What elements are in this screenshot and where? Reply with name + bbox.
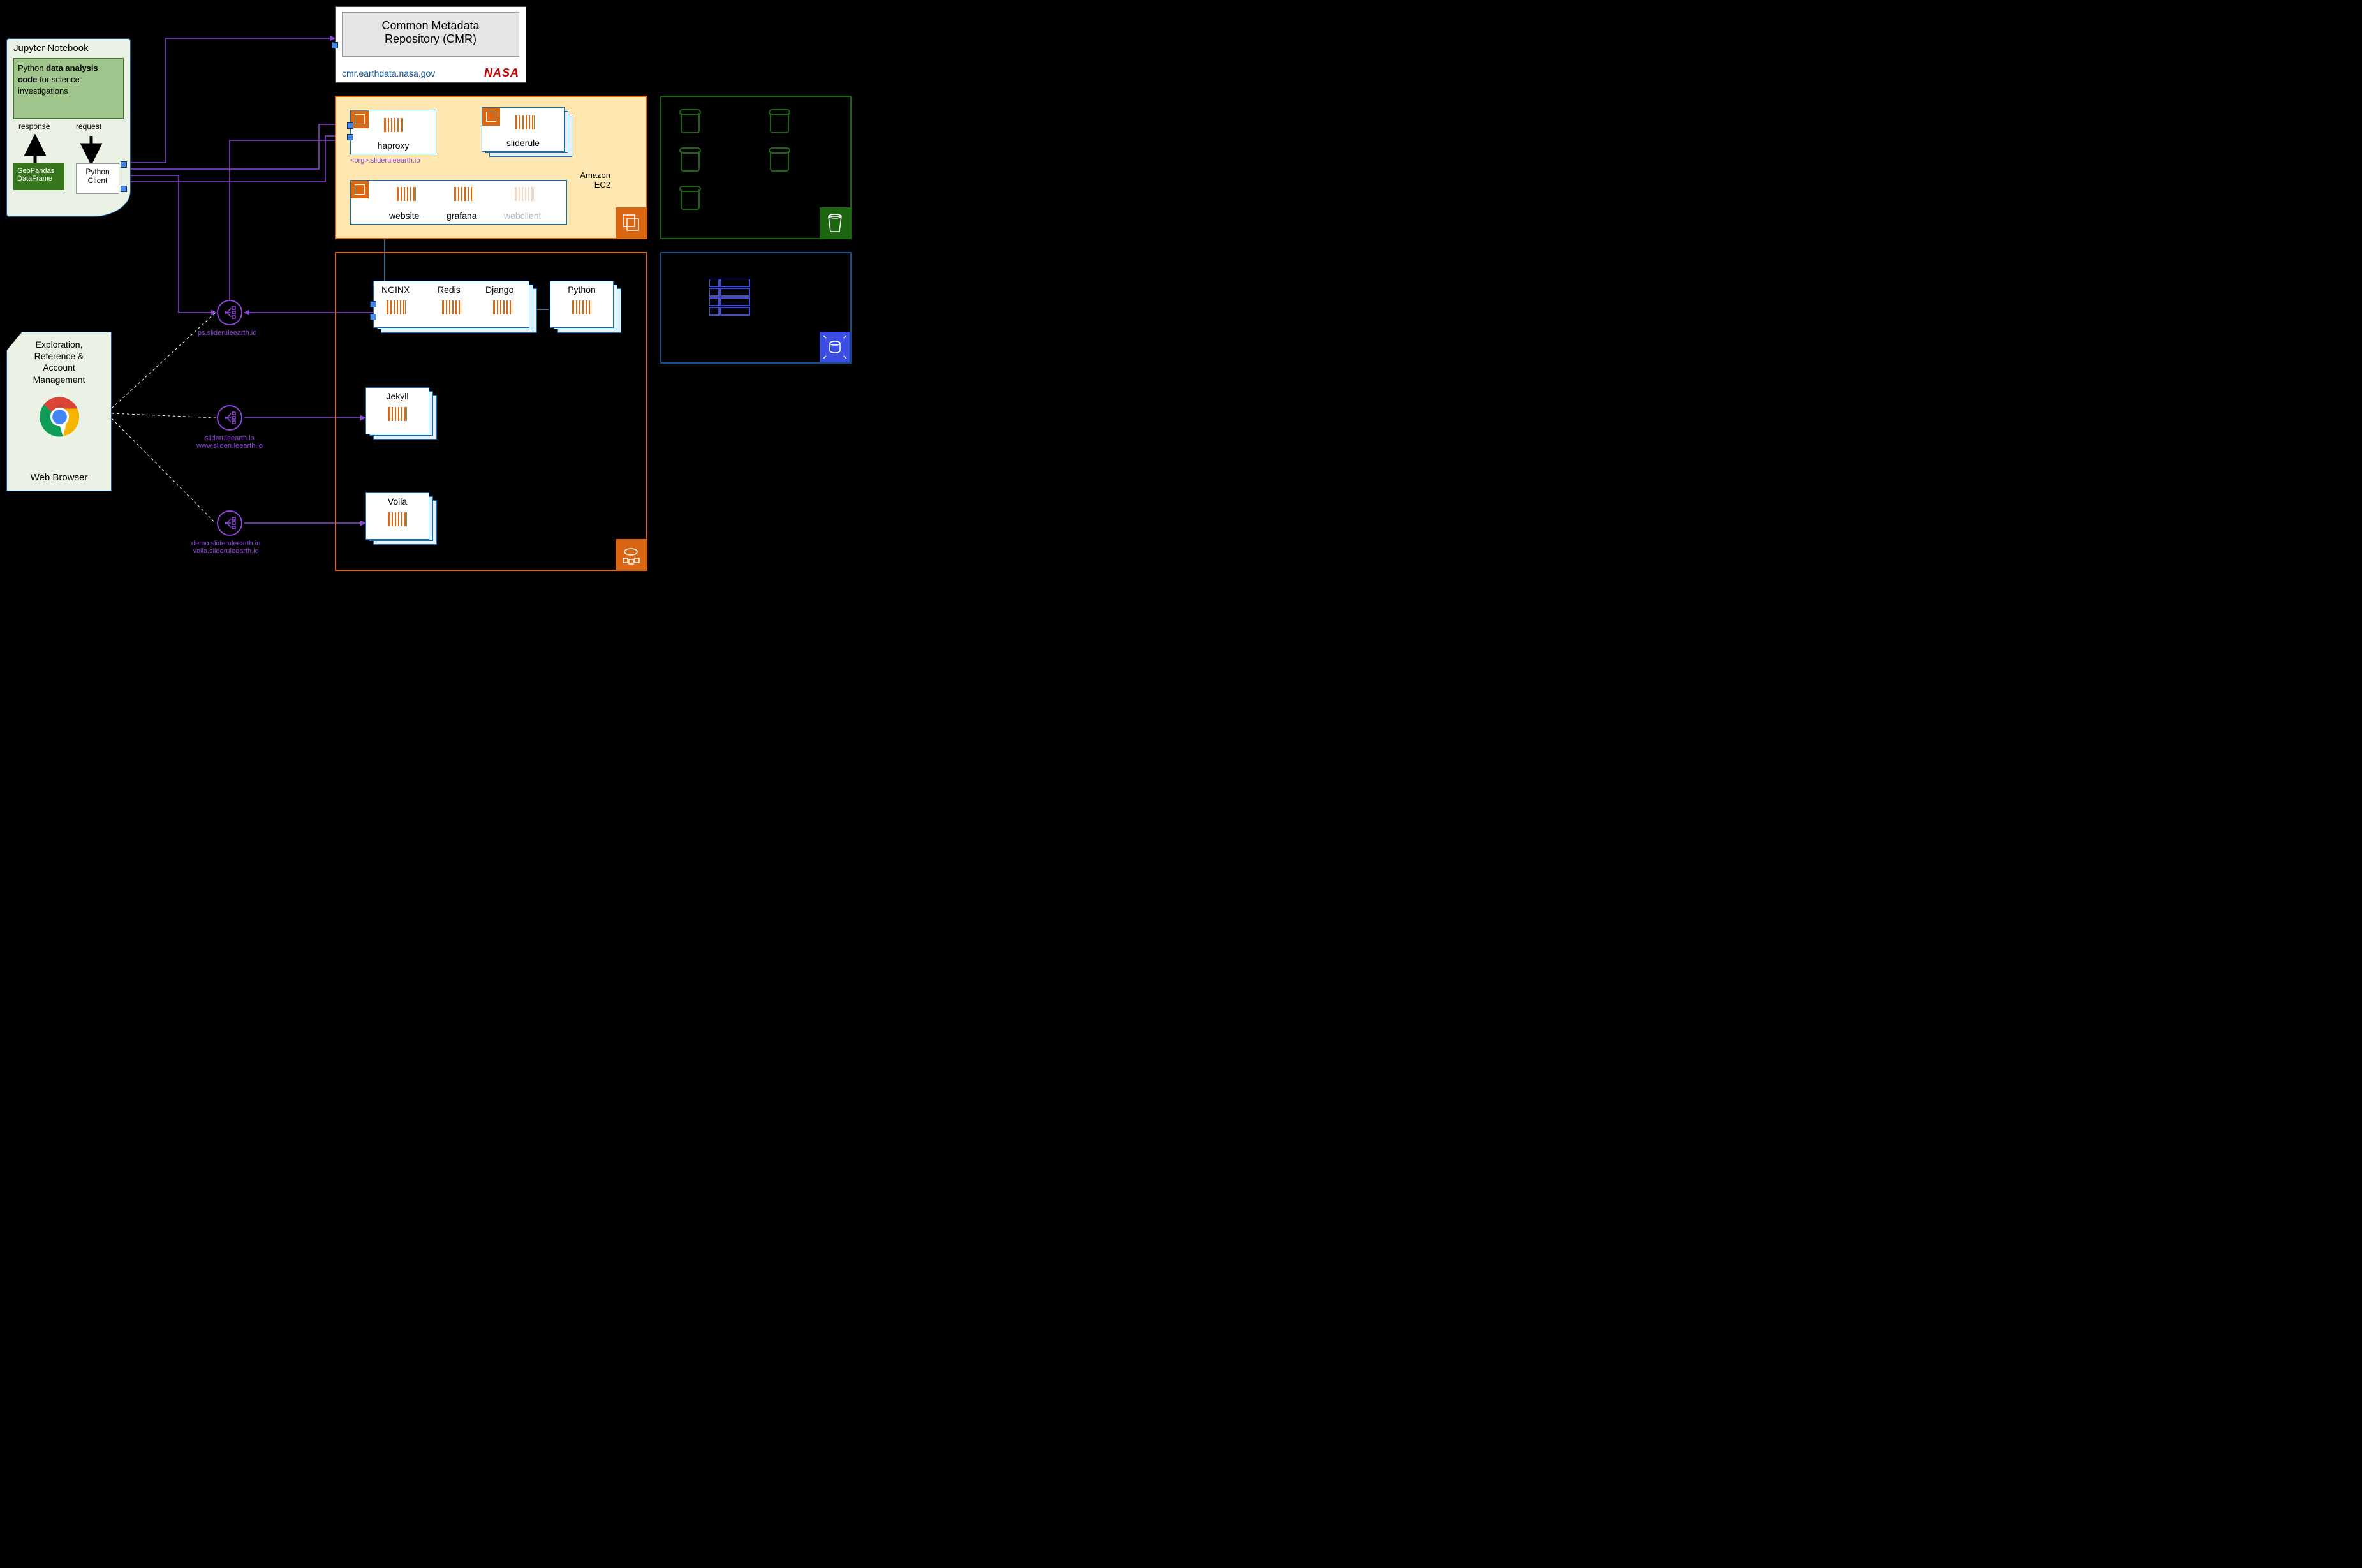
- services-box: website grafana webclient: [350, 180, 567, 225]
- bucket-icon: [681, 189, 700, 210]
- python-box: Python: [550, 281, 614, 328]
- route53-ps-label: ps.slideruleearth.io: [198, 329, 256, 337]
- grafana-label: grafana: [447, 211, 476, 221]
- jupyter-panel: Jupyter Notebook Python data analysis co…: [6, 38, 131, 217]
- port-icon: [121, 186, 127, 192]
- nginx-label: NGINX: [381, 285, 410, 295]
- voila-label: Voila: [366, 496, 429, 507]
- route53-ps-icon: [217, 300, 242, 325]
- port-icon: [370, 314, 376, 320]
- cmr-panel: Common Metadata Repository (CMR) cmr.ear…: [335, 6, 526, 83]
- bars-icon: [514, 114, 536, 134]
- geopandas-box: GeoPandas DataFrame: [13, 163, 64, 190]
- bucket-icon: [770, 151, 789, 172]
- sliderule-box: sliderule: [482, 107, 565, 152]
- python-client-box: Python Client: [76, 163, 119, 194]
- ec2-label: AmazonEC2: [580, 170, 610, 189]
- haproxy-label: haproxy: [351, 140, 436, 151]
- bars-icon: [571, 299, 593, 319]
- port-icon: [332, 42, 338, 48]
- bucket-icon: [770, 113, 789, 133]
- haproxy-box: haproxy: [350, 110, 436, 154]
- route53-demo-icon: [217, 510, 242, 536]
- nginx-box: NGINX Redis Django: [373, 281, 529, 328]
- django-label: Django: [485, 285, 513, 295]
- ecs-panel: NGINX Redis Django Python Jekyll Voila: [335, 252, 647, 571]
- bucket-icon: [681, 151, 700, 172]
- website-label: website: [389, 211, 419, 221]
- chrome-icon: [39, 396, 80, 438]
- chip-icon: [351, 110, 369, 128]
- ecs-icon: [616, 539, 646, 570]
- s3-panel: [660, 96, 852, 239]
- chip-icon: [351, 181, 369, 198]
- bars-icon: [387, 406, 408, 425]
- rds-icon: [820, 332, 850, 362]
- cmr-title-box: Common Metadata Repository (CMR): [342, 12, 519, 57]
- browser-panel: Exploration, Reference & Account Managem…: [6, 332, 112, 491]
- sliderule-label: sliderule: [482, 138, 564, 148]
- bars-icon: [387, 511, 408, 531]
- jekyll-label: Jekyll: [366, 391, 429, 401]
- chip-icon: [482, 108, 500, 126]
- webclient-label: webclient: [504, 211, 541, 221]
- bars-icon: [395, 186, 417, 205]
- bars-icon: [385, 299, 407, 319]
- rds-panel: [660, 252, 852, 364]
- route53-main-label: slideruleearth.iowww.slideruleearth.io: [196, 434, 263, 450]
- python-label: Python: [550, 285, 613, 295]
- ec2-icon: [616, 207, 646, 238]
- haproxy-url: <org>.slideruleearth.io: [350, 157, 420, 165]
- port-icon: [347, 122, 353, 129]
- bars-icon: [441, 299, 462, 319]
- voila-box: Voila: [365, 492, 429, 540]
- bars-icon: [513, 186, 535, 205]
- bars-icon: [453, 186, 475, 205]
- cmr-url: cmr.earthdata.nasa.gov: [342, 68, 435, 78]
- bucket-icon: [681, 113, 700, 133]
- bars-icon: [383, 117, 404, 137]
- route53-main-icon: [217, 405, 242, 431]
- port-icon: [121, 161, 127, 168]
- redis-label: Redis: [438, 285, 461, 295]
- route53-demo-label: demo.slideruleearth.iovoila.slideruleear…: [191, 540, 260, 555]
- rds-table-icon: [709, 279, 754, 317]
- browser-desc: Exploration, Reference & Account Managem…: [7, 339, 111, 385]
- nasa-logo: NASA: [484, 66, 519, 80]
- jekyll-box: Jekyll: [365, 387, 429, 434]
- port-icon: [370, 301, 376, 307]
- s3-icon: [820, 207, 850, 238]
- port-icon: [347, 134, 353, 140]
- ec2-panel: haproxy <org>.slideruleearth.io sliderul…: [335, 96, 647, 239]
- bars-icon: [492, 299, 513, 319]
- browser-label: Web Browser: [7, 472, 111, 483]
